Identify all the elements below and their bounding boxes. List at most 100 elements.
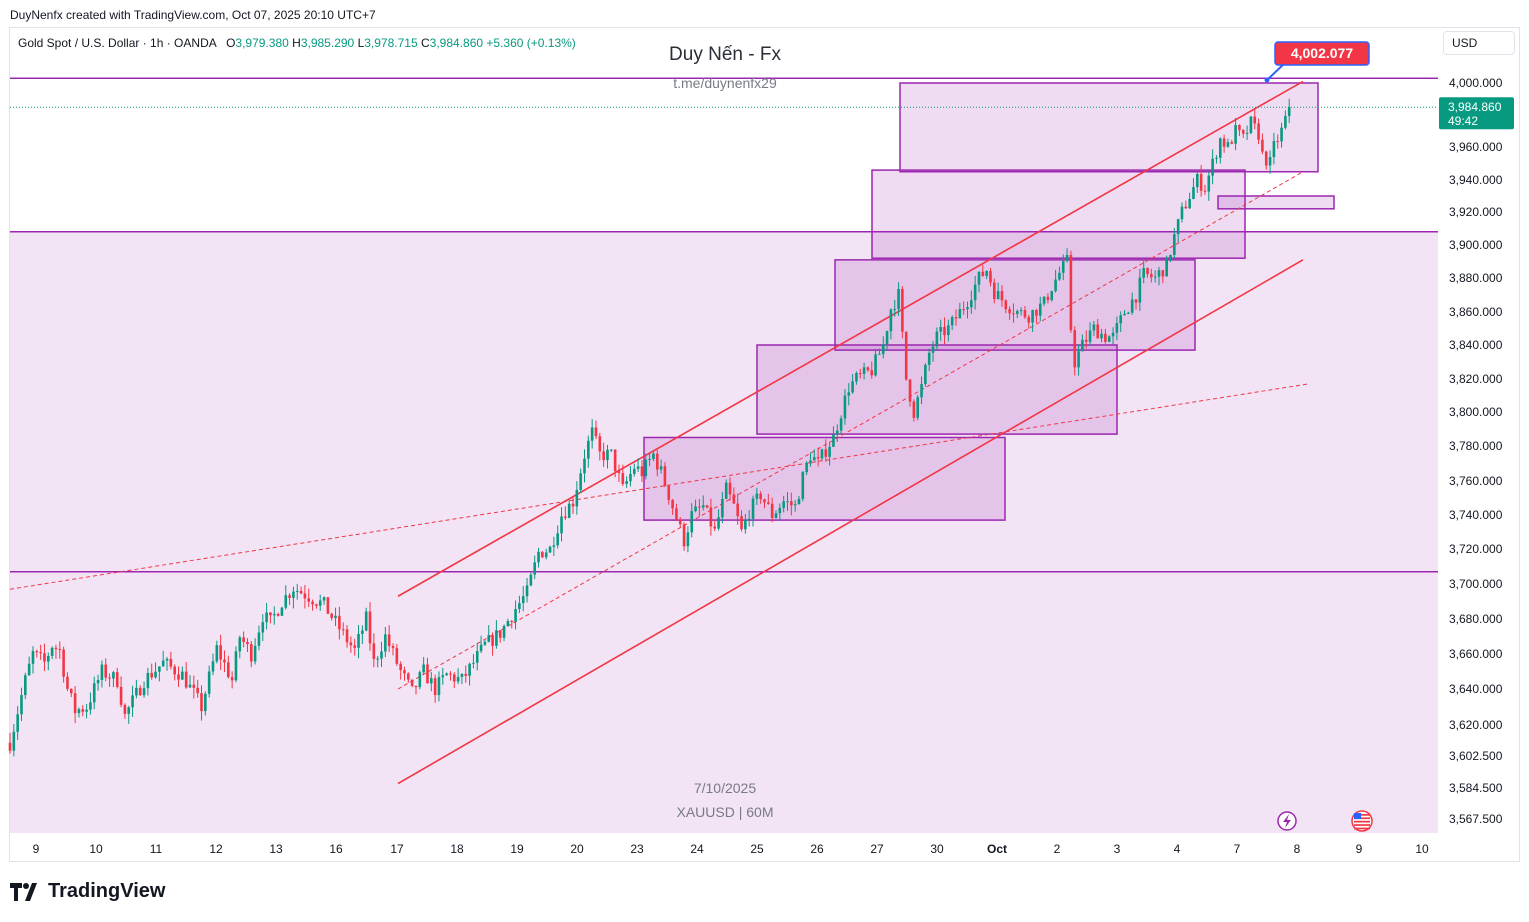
candle-body: [1015, 311, 1019, 314]
y-tick-label: 3,567.500: [1449, 812, 1503, 826]
flash-icon[interactable]: [1277, 811, 1297, 831]
candle-body: [537, 551, 540, 563]
candle-body: [1184, 206, 1188, 209]
candle-body: [744, 519, 747, 530]
candle-body: [1031, 310, 1034, 323]
candle-body: [552, 545, 556, 547]
candle-body: [1272, 141, 1276, 158]
x-tick-label: 13: [269, 842, 283, 856]
candle-body: [1192, 187, 1195, 200]
candle-body: [701, 505, 705, 508]
candle-body: [1012, 313, 1015, 315]
candle-body: [1073, 330, 1077, 368]
candle-body: [858, 373, 862, 375]
x-tick-label: 24: [690, 842, 704, 856]
candle-body: [261, 622, 265, 633]
candle-body: [809, 460, 812, 464]
candle-body: [897, 289, 900, 310]
y-tick-label: 3,602.500: [1449, 749, 1503, 763]
channel-midline: [397, 171, 1304, 690]
target-price-callout: [1274, 41, 1370, 66]
candle-body: [376, 658, 379, 660]
candle-body: [682, 524, 686, 547]
candle-body: [1253, 116, 1257, 124]
x-tick-label: 3: [1114, 842, 1121, 856]
candle-body: [173, 666, 176, 675]
candle-body: [200, 693, 203, 712]
candle-body: [96, 679, 100, 684]
candle-body: [1264, 151, 1268, 166]
candle-body: [422, 664, 425, 673]
candle-body: [648, 459, 651, 461]
candle-body: [908, 379, 912, 402]
candle-body: [318, 600, 322, 606]
candle-body: [1268, 157, 1272, 166]
y-tick-label: 3,780.000: [1449, 439, 1503, 453]
candle-body: [724, 482, 728, 499]
x-tick-label: 7: [1234, 842, 1241, 856]
candle-body: [575, 489, 579, 507]
candle-body: [1215, 157, 1218, 159]
candle-body: [50, 647, 54, 657]
candle-body: [667, 485, 671, 500]
candle-body: [161, 660, 165, 667]
candle-body: [227, 662, 230, 678]
tradingview-brand[interactable]: TradingView: [10, 880, 165, 903]
supply-demand-zone: [871, 169, 1246, 259]
candle-body: [364, 611, 368, 631]
candle-body: [927, 352, 931, 365]
candle-body: [740, 516, 743, 530]
x-tick-label: 18: [450, 842, 464, 856]
candle-body: [541, 551, 544, 558]
candle-body: [583, 458, 586, 474]
candle-body: [1238, 124, 1241, 131]
candle-body: [790, 501, 793, 506]
y-tick-label: 3,620.000: [1449, 718, 1503, 732]
candle-body: [694, 506, 697, 512]
candle-body: [1161, 270, 1165, 277]
us-flag-icon[interactable]: [1351, 810, 1373, 832]
close-value: 3,984.860: [429, 36, 484, 50]
target-price-label: 4,002.077: [1291, 45, 1353, 61]
candle-body: [1008, 309, 1011, 314]
candle-body: [47, 656, 50, 662]
candle-body: [506, 621, 510, 626]
candle-body: [1226, 142, 1230, 147]
candle-body: [564, 516, 567, 518]
candle-body: [1035, 310, 1038, 316]
candle-body: [721, 498, 724, 518]
candle-body: [529, 574, 533, 586]
candle-body: [567, 503, 571, 518]
candle-body: [874, 354, 877, 376]
candle-body: [403, 670, 406, 674]
candle-body: [85, 709, 88, 712]
candle-body: [514, 609, 517, 622]
channel-line: [397, 80, 1304, 597]
candle-body: [8, 742, 12, 751]
candle-body: [1134, 299, 1138, 303]
candle-body: [1092, 324, 1096, 331]
candle-body: [598, 436, 602, 452]
candle-body: [1188, 199, 1191, 209]
candle-body: [1241, 130, 1245, 134]
currency-button[interactable]: USD: [1443, 31, 1515, 55]
candle-body: [632, 468, 636, 474]
close-label: C: [420, 36, 430, 50]
candle-body: [1027, 317, 1031, 323]
supply-demand-zone: [756, 344, 1118, 435]
symbol-name[interactable]: Gold Spot / U.S. Dollar · 1h · OANDA: [18, 36, 217, 50]
candle-body: [460, 673, 464, 677]
candle-body: [1107, 336, 1111, 342]
candle-body: [904, 331, 908, 380]
candle-body: [1130, 299, 1134, 313]
candle-body: [1150, 274, 1153, 278]
channel-line: [397, 259, 1304, 785]
candle-body: [303, 593, 307, 599]
candle-body: [192, 684, 196, 688]
candle-body: [77, 709, 81, 714]
candle-body: [1119, 315, 1122, 324]
candle-body: [253, 645, 257, 662]
candle-body: [782, 501, 785, 508]
candle-body: [246, 641, 249, 645]
